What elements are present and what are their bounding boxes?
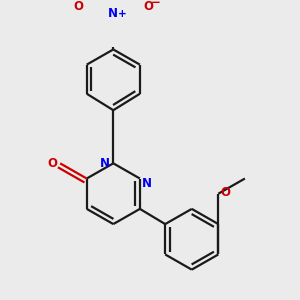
Text: O: O — [143, 0, 153, 13]
Text: N: N — [108, 8, 118, 20]
Text: O: O — [220, 186, 230, 199]
Text: N: N — [142, 177, 152, 190]
Text: O: O — [74, 0, 84, 13]
Text: O: O — [47, 157, 57, 170]
Text: N: N — [100, 157, 110, 170]
Text: +: + — [118, 9, 127, 19]
Text: −: − — [151, 0, 160, 9]
